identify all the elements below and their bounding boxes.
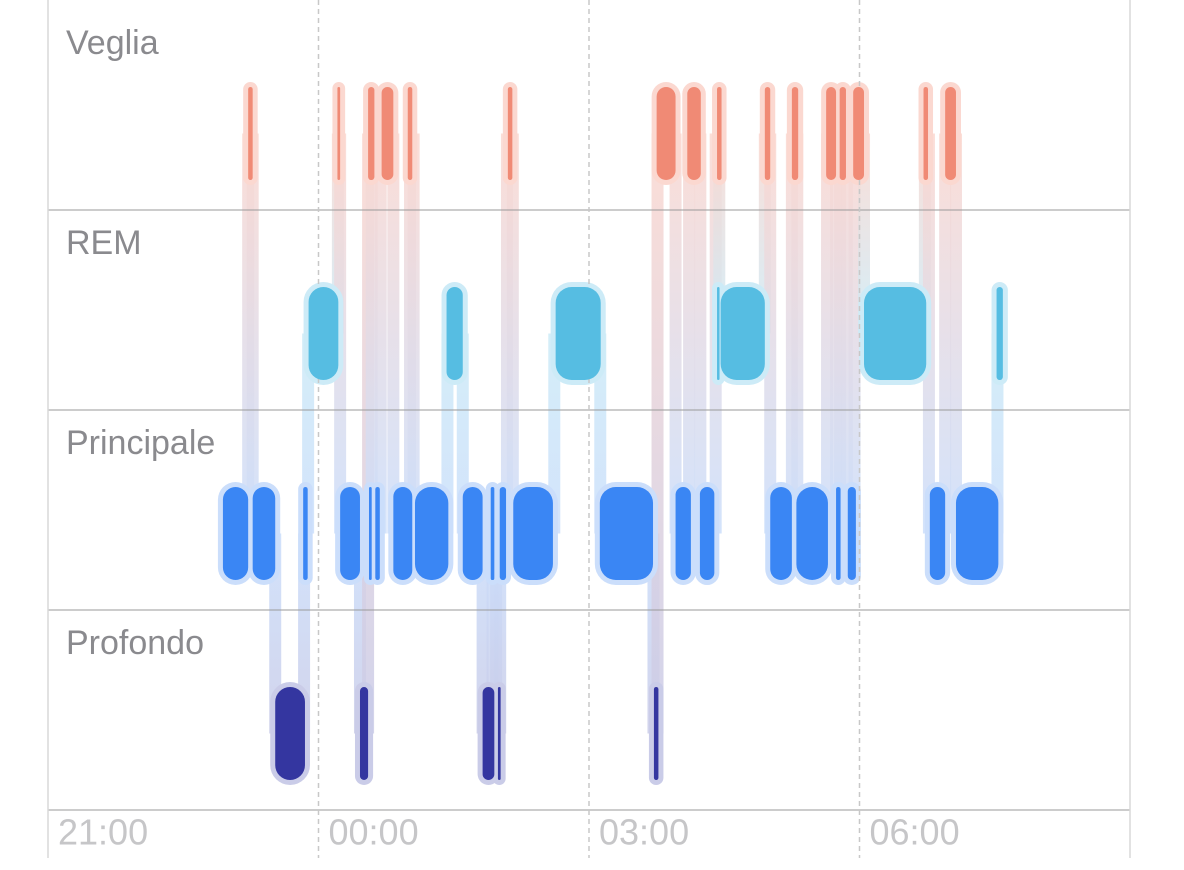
sleep-segment (653, 687, 659, 780)
sleep-segment (359, 687, 369, 780)
transition (791, 133, 804, 534)
transition (821, 133, 834, 534)
transition (949, 133, 962, 534)
transition (764, 133, 777, 534)
sleep-segment (764, 87, 771, 180)
sleep-segment (248, 87, 253, 180)
transition (594, 333, 607, 534)
transition (407, 133, 420, 534)
sleep-segment (853, 87, 865, 180)
x-tick-label: 21:00 (58, 812, 148, 853)
sleep-segment (945, 87, 956, 180)
sleep-segment (252, 487, 276, 580)
row-label: Veglia (66, 24, 159, 62)
bars (222, 87, 1003, 780)
sleep-segment (555, 287, 601, 380)
sleep-segment (490, 487, 495, 580)
transition (694, 133, 707, 534)
sleep-segment (303, 487, 308, 580)
sleep-segment (717, 287, 720, 380)
sleep-segment (770, 487, 792, 580)
transition (683, 133, 696, 534)
sleep-segment (836, 487, 841, 580)
sleep-segment (720, 287, 765, 380)
sleep-segment (513, 487, 553, 580)
sleep-segment (791, 87, 799, 180)
sleep-segment (381, 87, 394, 180)
sleep-segment (796, 487, 828, 580)
sleep-segment (482, 687, 495, 780)
transition (848, 133, 861, 534)
transition (548, 333, 561, 534)
sleep-segment (717, 87, 722, 180)
sleep-segment (955, 487, 999, 580)
sleep-segment (222, 487, 249, 580)
sleep-segment (864, 287, 927, 380)
transition (374, 133, 387, 534)
transition (365, 133, 378, 534)
sleep-segment (308, 287, 339, 380)
sleep-segment (497, 687, 501, 780)
grid (47, 0, 1131, 858)
sleep-segment (393, 487, 413, 580)
transition (939, 133, 952, 534)
sleep-segment (275, 687, 305, 780)
sleep-segment (462, 487, 483, 580)
sleep-segment (337, 87, 341, 180)
x-tick-label: 00:00 (329, 812, 419, 853)
transition (506, 133, 519, 534)
transition (387, 133, 400, 534)
sleep-segment (407, 87, 413, 180)
x-tick-label: 06:00 (870, 812, 960, 853)
x-tick-label: 03:00 (599, 812, 689, 853)
sleep-segment (839, 87, 846, 180)
sleep-segment (599, 487, 654, 580)
sleep-segment (826, 87, 837, 180)
sleep-segment (446, 287, 463, 380)
sleep-segment (675, 487, 691, 580)
row-label: Principale (66, 424, 215, 462)
row-label: REM (66, 224, 142, 262)
sleep-segment (368, 487, 372, 580)
transition (269, 533, 282, 734)
sleep-segment (414, 487, 449, 580)
sleep-segment (368, 87, 375, 180)
sleep-segment (375, 487, 380, 580)
connectors (242, 133, 1004, 734)
sleep-segment (687, 87, 701, 180)
sleep-segment (996, 287, 1003, 380)
sleep-segment (847, 487, 856, 580)
sleep-segment (507, 87, 513, 180)
sleep-segment (929, 487, 946, 580)
row-label: Profondo (66, 624, 204, 662)
sleep-segment (340, 487, 360, 580)
transition (669, 133, 682, 534)
transition (246, 133, 259, 534)
sleep-segment (699, 487, 715, 580)
sleep-segment (499, 487, 507, 580)
transition (651, 133, 664, 734)
sleep-segment (923, 87, 929, 180)
sleep-segment (656, 87, 676, 180)
